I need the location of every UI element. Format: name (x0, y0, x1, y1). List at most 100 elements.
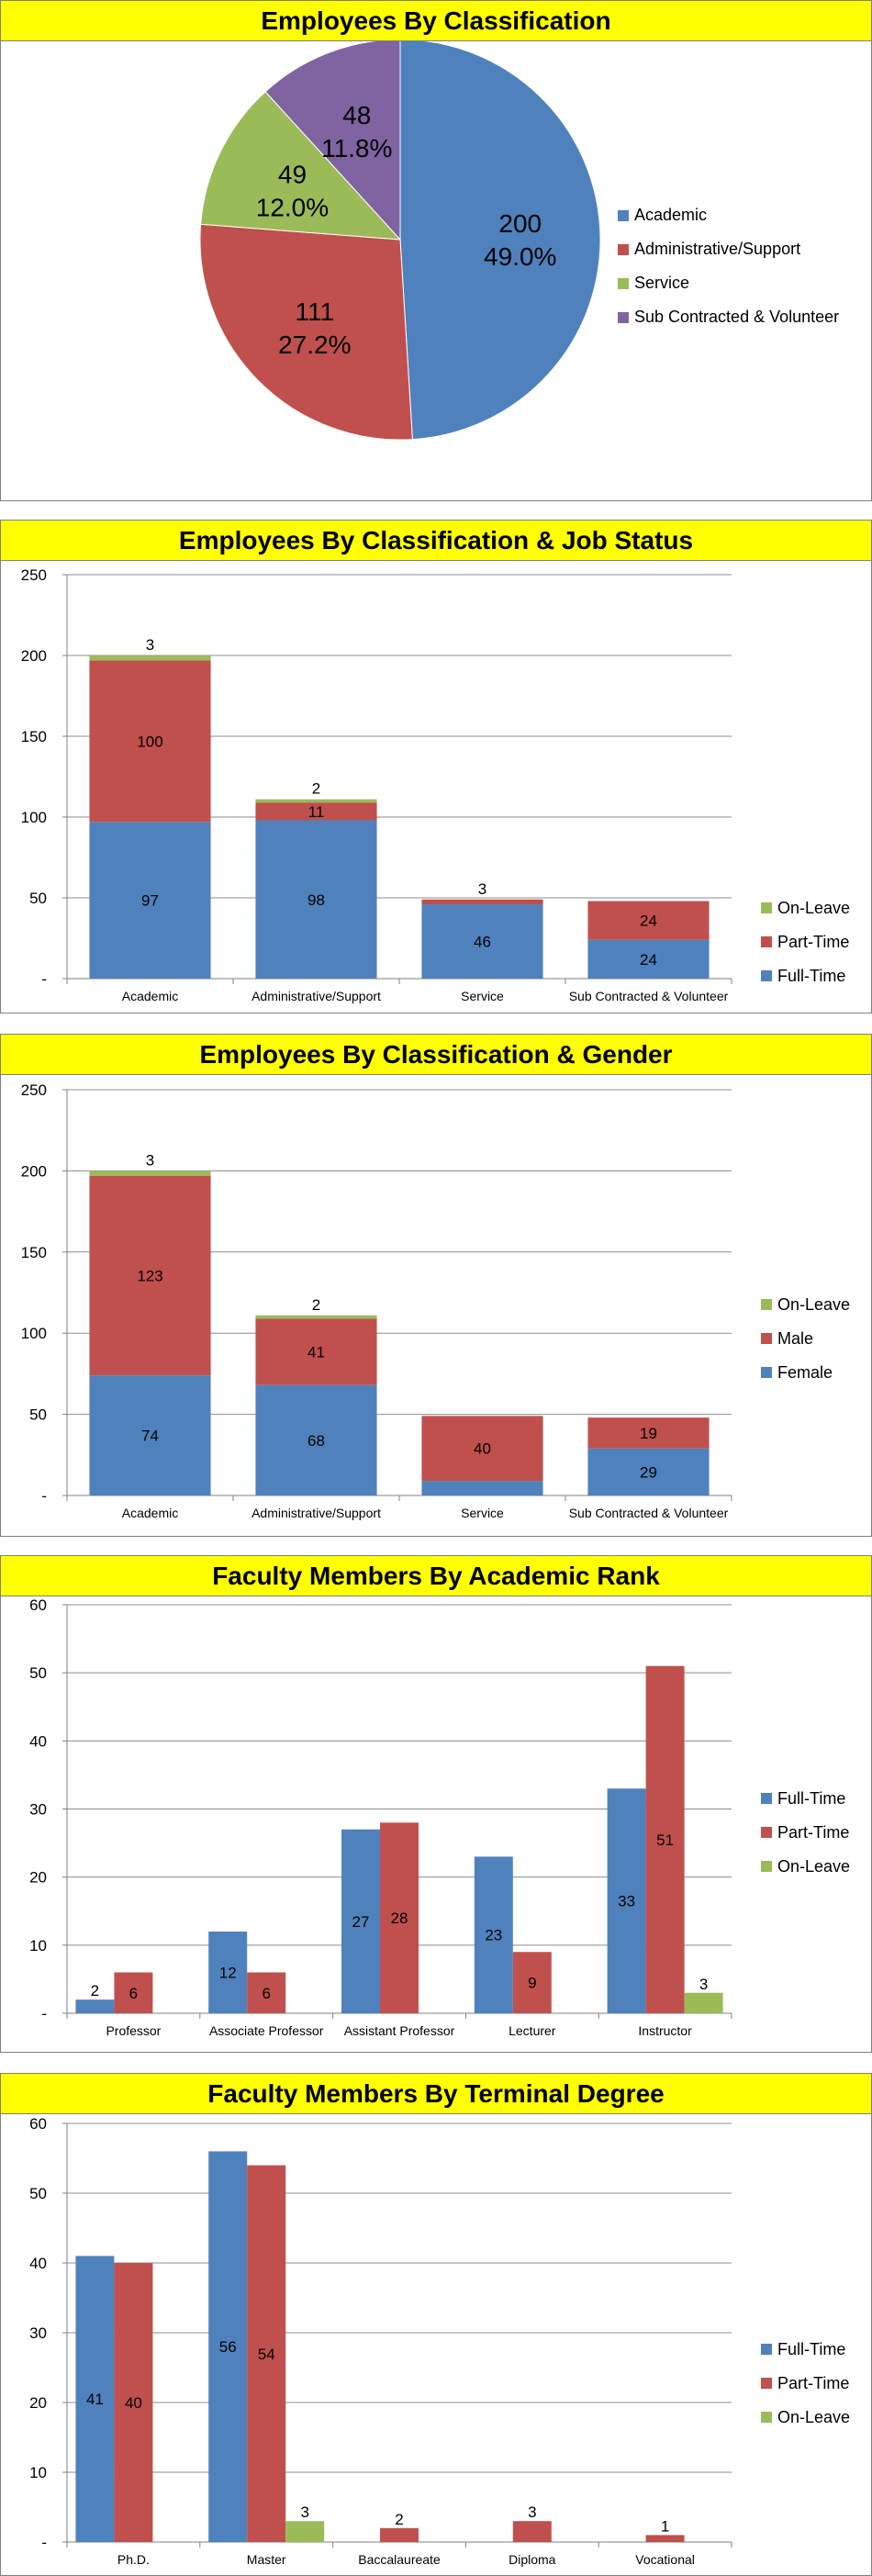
data-label: 1 (661, 2517, 669, 2535)
legend-swatch-on-leave (761, 1299, 772, 1310)
x-tick-label-lecturer: Lecturer (509, 2023, 556, 2038)
legend-label: Part-Time (777, 1823, 849, 1842)
bar-male-sub-contracted-volunteer (587, 1417, 710, 1449)
legend-swatch-administrative-support (618, 244, 629, 255)
x-tick-label-assistant-professor: Assistant Professor (344, 2023, 455, 2038)
y-tick-label: 40 (29, 1732, 47, 1750)
x-tick-label-instructor: Instructor (638, 2023, 692, 2038)
data-label: 41 (307, 1344, 325, 1361)
slice-value-label: 49 (278, 161, 307, 189)
bar-chart-academic-rank: - 10 20 30 40 50 60 Professor 2 6 Associate Profes… (29, 1596, 850, 2038)
legend-swatch-full-time (761, 970, 772, 981)
bar-full-time-assistant-professor (341, 1829, 381, 2013)
bar-full-time-sub-contracted-volunteer (587, 939, 710, 979)
pie-slice-academic (399, 41, 601, 441)
x-tick-label-sub-contracted-volunteer: Sub Contracted & Volunteer (569, 1506, 729, 1520)
pie-slice-service (200, 91, 402, 241)
y-tick-label: 30 (29, 1801, 47, 1819)
bar-on-leave-academic (89, 655, 211, 661)
bar-full-time-professor (75, 1999, 115, 2013)
x-tick-label-master: Master (247, 2552, 286, 2567)
chart-panel-gender: Employees By Classification & Gender - 50… (0, 1034, 872, 1537)
y-tick-label: 50 (29, 1664, 47, 1682)
bar-on-leave-administrative-support (255, 799, 377, 803)
legend-label: Full-Time (777, 1789, 845, 1808)
y-tick-label: 150 (21, 728, 47, 745)
data-label: 24 (640, 913, 657, 930)
x-tick-label-vocational: Vocational (635, 2552, 695, 2567)
x-tick-label-sub-contracted-volunteer: Sub Contracted & Volunteer (569, 989, 729, 1003)
bar-male-administrative-support (255, 1318, 377, 1385)
data-label: 3 (146, 1151, 154, 1169)
y-tick-label: - (41, 1487, 47, 1505)
data-label: 3 (146, 636, 154, 654)
bar-part-time-assistant-professor (380, 1822, 419, 2013)
data-label: 3 (300, 2503, 308, 2521)
legend-swatch-male (761, 1333, 772, 1344)
slice-percent-label: 11.8% (321, 134, 392, 162)
y-tick-label: 20 (29, 2394, 47, 2412)
data-label: 28 (391, 1910, 408, 1927)
bar-full-time-ph-d (75, 2256, 115, 2542)
data-label: 2 (91, 1982, 99, 1999)
legend-swatch-on-leave (761, 1861, 772, 1872)
y-tick-label: 20 (29, 1869, 47, 1887)
data-label: 12 (219, 1965, 237, 1982)
bar-full-time-master (208, 2151, 248, 2542)
slice-percent-label: 49.0% (484, 242, 556, 271)
data-label: 46 (474, 934, 491, 951)
bar-part-time-service (421, 899, 543, 905)
legend-swatch-part-time (761, 936, 772, 947)
data-label: 9 (528, 1975, 536, 1992)
y-tick-label: 150 (21, 1244, 47, 1261)
legend-label: On-Leave (777, 1857, 850, 1876)
bar-part-time-academic (89, 660, 211, 823)
chart-panel-classification: Employees By Classification 200 49.0% 111 2… (0, 0, 872, 501)
data-label: 2 (395, 2511, 403, 2528)
data-label: 54 (258, 2346, 275, 2363)
legend-label: Administrative/Support (634, 240, 800, 258)
data-label: 6 (129, 1985, 138, 2002)
y-tick-label: 60 (29, 2115, 47, 2133)
y-tick-label: - (41, 2005, 47, 2022)
x-tick-label-ph-d: Ph.D. (117, 2552, 150, 2567)
data-label: 74 (141, 1428, 159, 1445)
pie-slice-sub-contracted-volunteer (264, 41, 401, 241)
legend-swatch-academic (618, 210, 629, 221)
data-label: 19 (640, 1425, 657, 1442)
legend-label: On-Leave (777, 1295, 850, 1314)
chart-title: Employees By Classification (1, 1, 871, 41)
data-label: 2 (312, 780, 320, 798)
slice-percent-label: 12.0% (256, 194, 329, 222)
pie-chart-classification: 200 49.0% 111 27.2% 49 12.0% 48 11.8% Academic Ad… (199, 41, 839, 441)
data-label: 56 (219, 2338, 237, 2356)
bar-part-time-baccalaureate (380, 2527, 419, 2542)
y-tick-label: 200 (21, 647, 47, 665)
bar-chart-terminal-degree: - 10 20 30 40 50 60 Ph.D. 41 40 Master 56 54 3 Baccala… (29, 2115, 850, 2567)
y-tick-label: 200 (21, 1162, 47, 1180)
bar-on-leave-academic (89, 1170, 211, 1176)
data-label: 2 (312, 1296, 320, 1314)
bar-chart-gender: - 50 100 150 200 250 Academic 74 123 3 Administrat… (21, 1081, 850, 1520)
y-tick-label: - (41, 970, 47, 988)
y-tick-label: 50 (29, 1406, 47, 1424)
x-tick-label-service: Service (461, 1506, 504, 1520)
legend-swatch-part-time (761, 1827, 772, 1838)
y-tick-label: 60 (29, 1596, 47, 1614)
slice-percent-label: 27.2% (278, 330, 351, 359)
legend-label: On-Leave (777, 2408, 850, 2426)
legend-swatch-on-leave (761, 2412, 772, 2423)
data-label: 29 (640, 1463, 657, 1481)
y-tick-label: 50 (29, 2185, 47, 2202)
data-label: 27 (352, 1913, 370, 1931)
x-tick-label-academic: Academic (122, 1506, 178, 1520)
y-tick-label: 30 (29, 2324, 47, 2342)
slice-value-label: 200 (498, 209, 542, 238)
y-tick-label: 40 (29, 2255, 47, 2272)
bar-part-time-associate-professor (247, 1972, 286, 2013)
bar-female-sub-contracted-volunteer (587, 1448, 710, 1495)
y-tick-label: - (41, 2534, 47, 2551)
bar-part-time-vocational (645, 2535, 685, 2542)
chart-title: Employees By Classification & Gender (1, 1035, 871, 1075)
y-tick-label: 10 (29, 1937, 47, 1954)
